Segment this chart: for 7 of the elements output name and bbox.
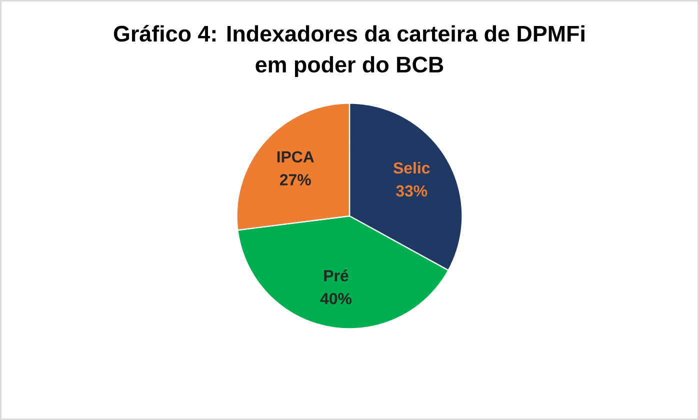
slice-label: Pré: [324, 270, 348, 282]
slice-label: IPCA: [277, 151, 314, 162]
slice-label: Selic: [393, 162, 430, 174]
data-label: 33%: [396, 185, 428, 197]
chart-title: Gráfico 4: Indexadores da carteira de DPMFi em poder do BCB: [114, 25, 584, 77]
data-label: 40%: [320, 292, 352, 304]
data-label: 27%: [280, 174, 311, 186]
